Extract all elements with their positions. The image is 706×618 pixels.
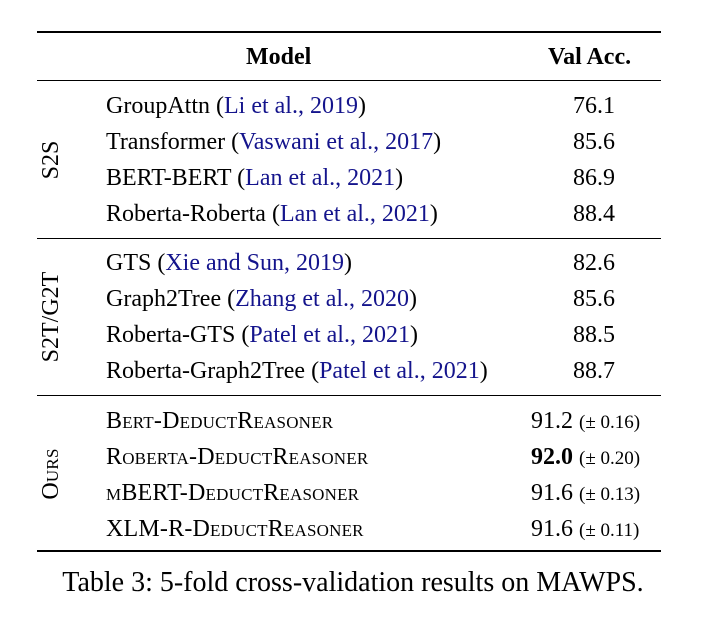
table-row: Roberta-DeductReasoner 92.0 (± 0.20) — [0, 439, 706, 475]
top-rule — [37, 31, 661, 33]
model-cell: Roberta-GTS (Patel et al., 2021) — [106, 322, 418, 348]
acc-cell: 91.6 (± 0.13) — [531, 480, 641, 506]
model-cell: mBERT-DeductReasoner — [106, 480, 360, 506]
table-caption: Table 3: 5-fold cross-validation results… — [62, 567, 644, 598]
table-row: GroupAttn (Li et al., 2019) 76.1 — [0, 88, 706, 124]
citation-link[interactable]: Xie and Sun, 2019 — [165, 250, 344, 276]
model-cell: Roberta-Roberta (Lan et al., 2021) — [106, 201, 438, 227]
acc-cell: 85.6 — [573, 286, 615, 312]
table-row: Graph2Tree (Zhang et al., 2020) 85.6 — [0, 281, 706, 317]
acc-cell: 88.5 — [573, 322, 615, 348]
header-model: Model — [246, 44, 312, 70]
table-row: Transformer (Vaswani et al., 2017) 85.6 — [0, 124, 706, 160]
citation-link[interactable]: Li et al., 2019 — [224, 93, 358, 119]
model-cell: GroupAttn (Li et al., 2019) — [106, 93, 366, 119]
acc-cell: 88.4 — [573, 201, 615, 227]
group-rule-1 — [37, 238, 661, 239]
citation-link[interactable]: Zhang et al., 2020 — [235, 286, 410, 312]
model-cell: Bert-DeductReasoner — [106, 408, 334, 434]
header-rule — [37, 80, 661, 81]
std-value: (± 0.11) — [579, 520, 640, 541]
model-cell: Transformer (Vaswani et al., 2017) — [106, 129, 442, 155]
citation-link[interactable]: Lan et al., 2021 — [279, 201, 430, 227]
model-cell: Roberta-Graph2Tree (Patel et al., 2021) — [106, 358, 488, 384]
table-row: GTS (Xie and Sun, 2019) 82.6 — [0, 245, 706, 281]
table-row: Roberta-Graph2Tree (Patel et al., 2021) … — [0, 353, 706, 389]
acc-cell: 92.0 (± 0.20) — [531, 439, 641, 477]
model-cell: BERT-BERT (Lan et al., 2021) — [106, 165, 404, 191]
table-row: BERT-BERT (Lan et al., 2021) 86.9 — [0, 160, 706, 196]
acc-cell: 91.2 (± 0.16) — [531, 408, 641, 434]
acc-cell: 88.7 — [573, 358, 615, 384]
citation-link[interactable]: Patel et al., 2021 — [319, 358, 480, 384]
citation-link[interactable]: Patel et al., 2021 — [249, 322, 410, 348]
acc-cell: 85.6 — [573, 129, 615, 155]
std-value: (± 0.20) — [579, 448, 641, 469]
acc-cell: 91.6 (± 0.11) — [531, 516, 640, 542]
table-row: Bert-DeductReasoner 91.2 (± 0.16) — [0, 403, 706, 439]
std-value: (± 0.16) — [579, 412, 641, 433]
acc-cell: 76.1 — [573, 93, 615, 119]
best-value: 92.0 — [531, 444, 573, 470]
table-row: mBERT-DeductReasoner 91.6 (± 0.13) — [0, 475, 706, 511]
acc-cell: 82.6 — [573, 250, 615, 276]
model-cell: GTS (Xie and Sun, 2019) — [106, 250, 352, 276]
table-row: Roberta-Roberta (Lan et al., 2021) 88.4 — [0, 196, 706, 232]
model-cell: Graph2Tree (Zhang et al., 2020) — [106, 286, 418, 312]
acc-cell: 86.9 — [573, 165, 615, 191]
header-val-acc: Val Acc. — [548, 44, 632, 70]
citation-link[interactable]: Vaswani et al., 2017 — [239, 129, 434, 155]
table-row: XLM-R-DeductReasoner 91.6 (± 0.11) — [0, 511, 706, 547]
table-row: Roberta-GTS (Patel et al., 2021) 88.5 — [0, 317, 706, 353]
std-value: (± 0.13) — [579, 484, 641, 505]
bottom-rule — [37, 550, 661, 552]
citation-link[interactable]: Lan et al., 2021 — [245, 165, 396, 191]
model-cell: Roberta-DeductReasoner — [106, 444, 369, 470]
model-cell: XLM-R-DeductReasoner — [106, 516, 364, 542]
group-rule-2 — [37, 395, 661, 396]
